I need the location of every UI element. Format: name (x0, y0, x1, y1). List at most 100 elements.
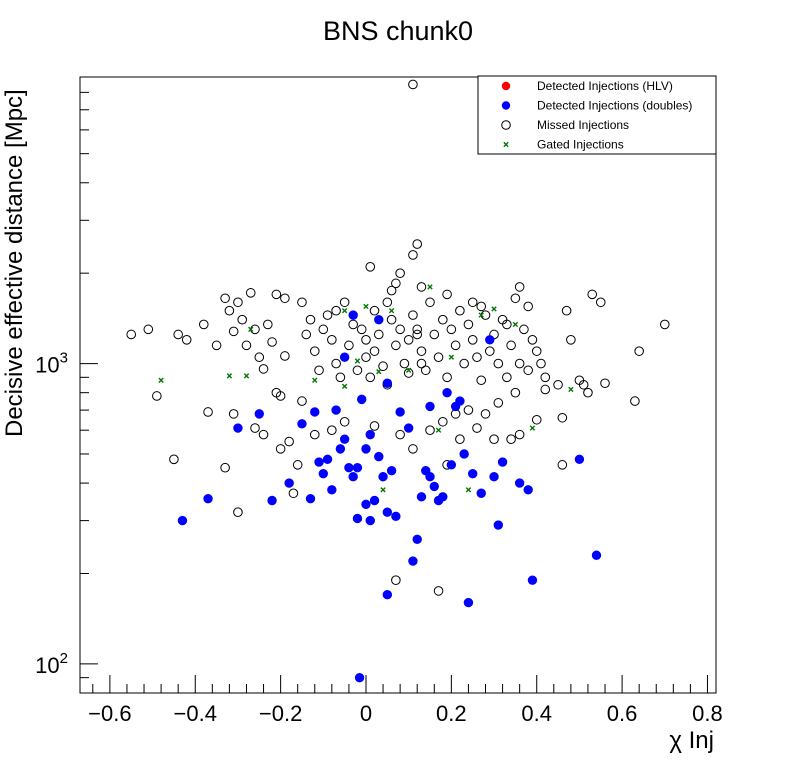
missed-point (348, 319, 358, 330)
detected-point (352, 513, 363, 524)
missed-point (557, 460, 568, 470)
detected-point (403, 423, 414, 433)
detected-point (485, 335, 495, 345)
missed-point (514, 429, 525, 440)
missed-point (463, 405, 474, 415)
detected-point (425, 401, 435, 412)
detected-point (203, 493, 213, 504)
legend: Detected Injections (HLV) Detected Inject… (477, 75, 717, 155)
detected-point (331, 405, 341, 415)
missed-point (356, 324, 367, 335)
missed-point (339, 416, 350, 427)
detected-point (382, 378, 393, 388)
detected-point (455, 396, 465, 406)
gated-point (354, 358, 361, 364)
detected-point (254, 409, 264, 419)
missed-point (352, 365, 363, 376)
missed-point (467, 334, 478, 345)
missed-point (433, 586, 444, 596)
missed-point (297, 297, 307, 308)
missed-point (369, 346, 380, 356)
missed-point (280, 293, 290, 304)
gated-point (248, 326, 254, 333)
gated-point (243, 373, 250, 379)
missed-point (630, 396, 640, 406)
gated-point (226, 373, 233, 379)
missed-point (600, 378, 610, 389)
missed-point (386, 314, 397, 325)
detected-point (322, 454, 333, 465)
missed-point (228, 326, 239, 337)
missed-point (416, 282, 427, 292)
missed-point (540, 384, 551, 395)
missed-point (523, 365, 533, 376)
detected-point (416, 492, 427, 502)
missed-point (327, 425, 337, 436)
missed-point (399, 358, 410, 369)
missed-point (378, 361, 388, 372)
missed-point (395, 268, 405, 278)
detected-point (314, 457, 324, 467)
detected-point (357, 394, 367, 405)
missed-point (450, 340, 461, 351)
missed-point (365, 372, 376, 383)
detected-point (476, 488, 486, 498)
x-tick-label: 0.2 (436, 701, 467, 726)
x-tick-label: −0.4 (174, 701, 217, 726)
missed-point (365, 262, 376, 272)
missed-point (250, 423, 260, 433)
missed-point (416, 346, 427, 356)
missed-point (506, 434, 516, 445)
x-tick-label: 0.4 (521, 701, 552, 726)
detected-point (369, 495, 380, 506)
detected-point (361, 444, 371, 454)
missed-point (220, 293, 230, 304)
missed-point (408, 310, 418, 320)
missed-point (476, 375, 487, 386)
missed-point (280, 351, 290, 361)
missed-point (327, 334, 337, 345)
missed-point (472, 423, 482, 433)
detected-point (348, 472, 358, 482)
missed-point (224, 305, 235, 316)
missed-point (126, 329, 137, 340)
missed-point (386, 285, 397, 296)
missed-point (536, 358, 546, 369)
missed-point (318, 324, 329, 335)
detected-point (352, 463, 363, 473)
missed-point (442, 289, 452, 300)
x-tick-label: −0.2 (259, 701, 302, 726)
missed-point (233, 507, 243, 517)
missed-point (382, 297, 393, 308)
missed-point (391, 278, 401, 289)
missed-point (369, 421, 380, 431)
detected-point (348, 310, 358, 320)
missed-point (228, 409, 239, 419)
missed-point (211, 340, 222, 351)
missed-point (331, 358, 341, 369)
gated-point (478, 312, 484, 318)
detected-point (374, 314, 384, 325)
missed-point (420, 365, 431, 376)
missed-point (566, 334, 576, 345)
missed-point (309, 429, 320, 440)
x-axis-label: χ Inj (669, 727, 714, 754)
missed-point (587, 289, 598, 300)
detected-point (284, 478, 294, 488)
missed-point (395, 429, 405, 440)
missed-point (173, 329, 183, 340)
detected-point (442, 387, 452, 398)
missed-point (361, 352, 371, 363)
missed-point (403, 334, 414, 345)
detected-point (382, 507, 393, 517)
detected-point (344, 463, 354, 473)
missed-point (412, 239, 423, 249)
missed-point (510, 293, 521, 304)
missed-point (429, 329, 440, 340)
detected-point (297, 419, 307, 429)
detected-point (467, 468, 478, 479)
gated-point (568, 386, 574, 393)
gated-point (376, 368, 382, 375)
missed-point (531, 346, 542, 356)
